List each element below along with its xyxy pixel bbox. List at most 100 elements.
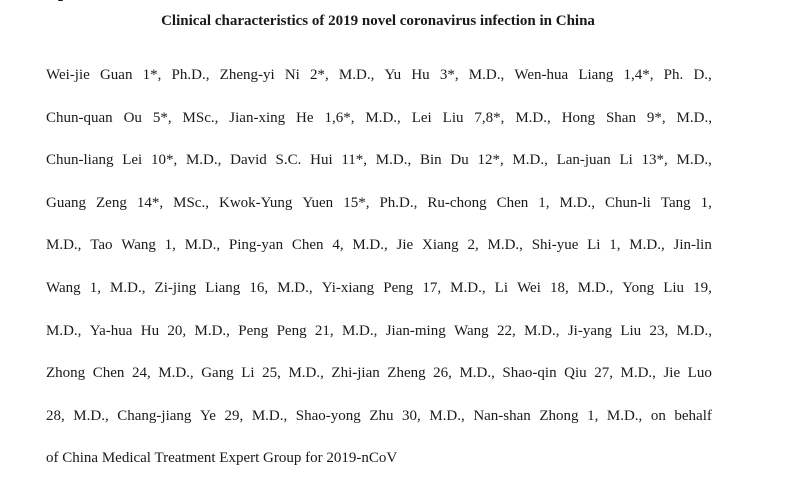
author-word: Ji-yang [567, 322, 612, 339]
author-word: Guang [46, 194, 86, 211]
author-word: on [650, 407, 666, 424]
author-word: Chen [92, 365, 125, 382]
author-word: Jin-lin [673, 237, 712, 254]
author-word: M.D., [577, 279, 614, 296]
author-word: M.D., [73, 407, 109, 424]
author-word: Guan [99, 67, 133, 83]
author-word: 28, [46, 407, 65, 424]
author-word: Ya-hua [89, 322, 133, 339]
document-title: Clinical characteristics of 2019 novel c… [161, 13, 595, 29]
author-word: 7,8*, [474, 109, 505, 126]
author-word: Lan-juan [556, 152, 611, 169]
author-word: Jie [396, 237, 414, 254]
author-line: of China Medical Treatment Expert Group … [46, 450, 398, 467]
author-word: Nan-shan [473, 407, 531, 424]
author-word: 1, [538, 194, 550, 211]
author-word: Lei [122, 152, 143, 169]
author-word: 17, [422, 279, 442, 296]
author-word: Zhong [46, 365, 86, 382]
author-word: Ph.D., [171, 67, 210, 83]
author-word: 12*, [477, 152, 504, 169]
author-word: M.D., [606, 407, 643, 424]
author-word: Kwok-Yung [218, 194, 293, 211]
author-word: MSc., [173, 194, 209, 211]
author-word: Lei [411, 109, 432, 126]
author-word: 10*, [150, 152, 178, 169]
author-word: M.D., [185, 152, 222, 169]
author-word: Gang [201, 365, 234, 382]
author-word: 2*, [309, 67, 329, 83]
author-word: Peng [276, 322, 307, 339]
author-word: Zeng [96, 194, 127, 211]
author-word: Hu [411, 67, 430, 83]
author-word: Bin [419, 152, 442, 169]
author-word: M.D., [676, 152, 712, 169]
author-word: D., [693, 67, 712, 83]
author-word: 26, [433, 365, 452, 382]
author-word: Shi-yue [531, 237, 579, 254]
author-word: Peng [383, 279, 414, 296]
author-word: M.D., [512, 152, 548, 169]
author-word: Zheng-yi [219, 67, 275, 83]
author-word: M.D., [341, 322, 378, 339]
author-word: S.C. [275, 152, 302, 169]
author-word: M.D., [46, 237, 82, 254]
author-word: 9*, [646, 109, 666, 126]
author-word: Ni [284, 67, 300, 83]
author-word: M.D., [110, 279, 146, 296]
author-word: Chen [496, 194, 529, 211]
author-word: Yu [384, 67, 402, 83]
author-word: M.D., [251, 407, 288, 424]
author-word: Luo [687, 365, 712, 382]
author-word: 25, [262, 365, 281, 382]
author-word: Jie [663, 365, 681, 382]
author-word: Qiu [564, 365, 587, 382]
author-word: M.D., [352, 237, 388, 254]
author-word: Peng [238, 322, 269, 339]
author-word: Wang [454, 322, 489, 339]
author-word: Li [494, 279, 509, 296]
author-word: Wei [517, 279, 541, 296]
author-word: 30, [402, 407, 421, 424]
author-word: M.D., [629, 237, 665, 254]
clipped-text-fragment [58, 0, 63, 1]
author-word: Zhu [369, 407, 394, 424]
author-word: M.D., [450, 279, 486, 296]
author-word: Liu [442, 109, 464, 126]
author-word: 15*, [343, 194, 370, 211]
author-word: Wang [46, 279, 81, 296]
author-line: Guang Zeng 14*, MSc., Kwok-Yung Yuen 15*, Ph.D.… [46, 192, 712, 235]
author-word: Yong [622, 279, 655, 296]
author-line: Chun-quan Ou 5*, MSc., Jian-xing He 1,6*, M.D.,… [46, 107, 712, 150]
author-word: 18, [549, 279, 569, 296]
author-word: Hui [310, 152, 333, 169]
author-word: M.D., [46, 322, 82, 339]
author-line: Zhong Chen 24, M.D., Gang Li 25, M.D., Zhi-jian Z… [46, 362, 712, 405]
author-word: Ph. [663, 67, 684, 83]
author-word: Du [450, 152, 469, 169]
author-word: M.D., [559, 194, 595, 211]
author-word: M.D., [375, 152, 412, 169]
author-word: 16, [249, 279, 269, 296]
author-word: Ru-chong [427, 194, 487, 211]
author-word: 1, [700, 194, 712, 211]
author-word: Li [241, 365, 255, 382]
author-word: 24, [131, 365, 151, 382]
author-word: 1, [89, 279, 101, 296]
author-word: Xiang [422, 237, 459, 254]
author-line: Chun-liang Lei 10*, M.D., David S.C. Hui 11*, M.… [46, 149, 712, 192]
author-word: Shao-qin [502, 365, 557, 382]
author-word: Zheng [387, 365, 426, 382]
author-word: 22, [497, 322, 516, 339]
author-word: M.D., [524, 322, 560, 339]
author-word: M.D., [676, 109, 712, 126]
author-word: Ou [123, 109, 142, 126]
author-word: Wang [121, 237, 156, 254]
author-word: 19, [693, 279, 712, 296]
author-word: MSc., [182, 109, 219, 126]
author-word: 14*, [136, 194, 164, 211]
author-word: M.D., [158, 365, 194, 382]
author-word: Wei-jie [46, 67, 90, 83]
author-word: Liang [205, 279, 241, 296]
